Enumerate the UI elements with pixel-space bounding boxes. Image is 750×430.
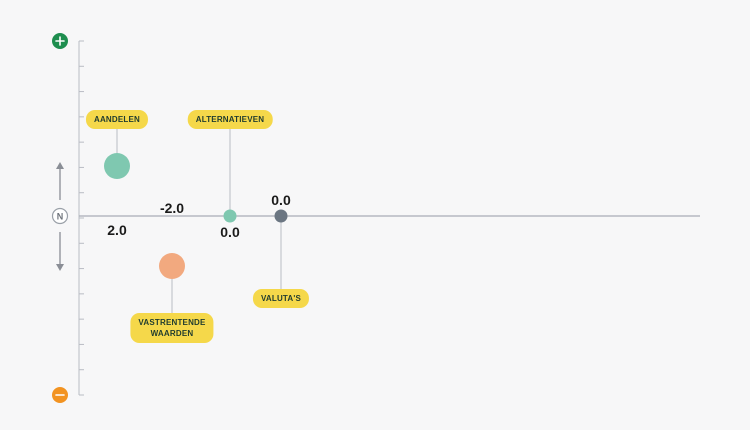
value-label-aandelen: 2.0 bbox=[107, 222, 127, 238]
down-arrow-icon bbox=[56, 264, 64, 271]
tag-valuta-s: VALUTA'S bbox=[252, 289, 310, 308]
value-label-vastrentende-waarden: -2.0 bbox=[159, 200, 185, 216]
tag-aandelen: AANDELEN bbox=[85, 110, 149, 129]
value-label-valuta-s: 0.0 bbox=[271, 192, 291, 208]
up-arrow-icon bbox=[56, 162, 64, 169]
point-aandelen bbox=[104, 153, 130, 179]
plus-icon-glyph bbox=[55, 36, 65, 46]
point-alternatieven bbox=[223, 209, 237, 223]
neutral-marker bbox=[51, 207, 69, 225]
tag-vastrentende-waarden: VASTRENTENDE WAARDEN bbox=[130, 313, 214, 343]
value-label-alternatieven: 0.0 bbox=[220, 224, 240, 240]
point-valuta-s bbox=[274, 209, 288, 223]
tag-alternatieven: ALTERNATIEVEN bbox=[187, 110, 273, 129]
point-vastrentende-waarden bbox=[159, 253, 185, 279]
neutral-label: N bbox=[57, 212, 64, 222]
